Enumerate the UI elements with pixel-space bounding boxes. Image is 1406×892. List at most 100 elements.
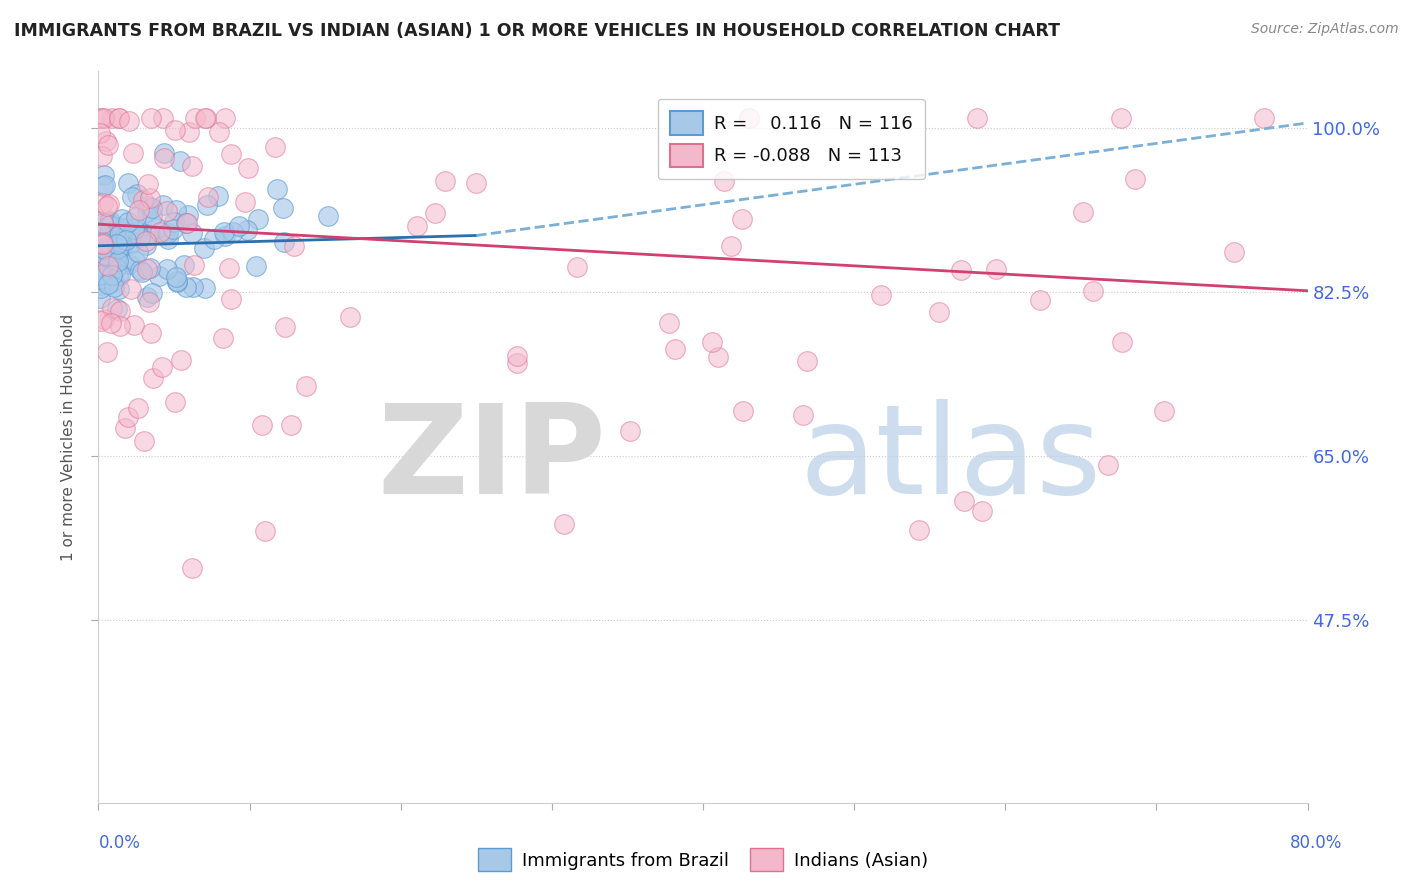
Point [108,227,131,242]
Point [222,225,245,239]
Point [117,410,139,425]
Point [252,418,274,433]
Point [89,112,111,126]
Point [792,408,814,422]
Y-axis label: 1 or more Vehicles in Household: 1 or more Vehicles in Household [60,313,76,561]
Point [236,222,259,236]
Point [94,236,117,251]
Point [700,334,723,349]
Point [184,112,207,126]
Point [156,262,179,277]
Point [208,125,231,139]
Point [103,280,125,294]
Legend: Immigrants from Brazil, Indians (Asian): Immigrants from Brazil, Indians (Asian) [471,841,935,879]
Point [195,198,218,212]
Point [870,288,893,302]
Point [97,197,120,211]
Point [103,274,125,288]
Point [127,224,149,238]
Point [135,234,157,248]
Point [107,112,129,126]
Point [738,112,761,126]
Point [211,331,233,345]
Point [135,290,157,304]
Point [129,263,152,277]
Point [136,199,159,213]
Point [263,140,285,154]
Point [90,149,112,163]
Point [219,147,242,161]
Point [135,205,157,219]
Point [908,523,931,537]
Text: ZIP: ZIP [378,399,606,519]
Point [135,238,157,252]
Point [233,194,256,209]
Point [138,228,160,243]
Point [1222,245,1244,260]
Point [98,251,121,265]
Point [139,112,162,126]
Point [91,236,114,251]
Point [107,268,129,283]
Point [181,280,204,294]
Point [132,193,155,207]
Legend: R =    0.116   N = 116, R = -0.088   N = 113: R = 0.116 N = 116, R = -0.088 N = 113 [658,99,925,179]
Point [139,326,162,340]
Point [169,153,191,168]
Point [984,261,1007,276]
Point [93,312,115,326]
Point [127,244,149,259]
Point [1081,284,1104,298]
Text: 0.0%: 0.0% [98,834,141,852]
Point [553,516,575,531]
Point [194,281,217,295]
Point [128,229,150,244]
Point [101,301,124,315]
Point [118,257,141,271]
Point [91,196,114,211]
Point [91,235,114,249]
Text: 80.0%: 80.0% [1291,834,1343,852]
Point [118,113,141,128]
Point [134,434,156,448]
Point [104,261,127,276]
Point [207,189,229,203]
Point [148,268,170,283]
Point [94,248,117,262]
Point [89,291,111,305]
Point [122,318,145,332]
Point [433,174,456,188]
Point [1029,293,1052,307]
Point [93,168,115,182]
Point [107,244,129,259]
Point [94,134,117,148]
Point [142,371,165,385]
Point [96,251,118,265]
Point [219,293,242,307]
Point [163,123,186,137]
Point [111,211,134,226]
Point [214,229,236,244]
Point [122,145,145,160]
Point [163,214,186,228]
Point [228,219,250,233]
Point [90,112,112,126]
Point [183,258,205,272]
Point [505,356,527,370]
Point [90,267,112,281]
Point [174,216,197,230]
Point [112,256,135,270]
Point [465,176,488,190]
Point [157,232,180,246]
Point [1123,171,1146,186]
Point [90,280,112,294]
Point [100,253,122,268]
Point [181,159,204,173]
Point [162,222,184,236]
Point [97,277,120,291]
Point [254,524,277,538]
Point [166,275,188,289]
Point [100,112,122,126]
Point [152,198,174,212]
Point [193,241,215,255]
